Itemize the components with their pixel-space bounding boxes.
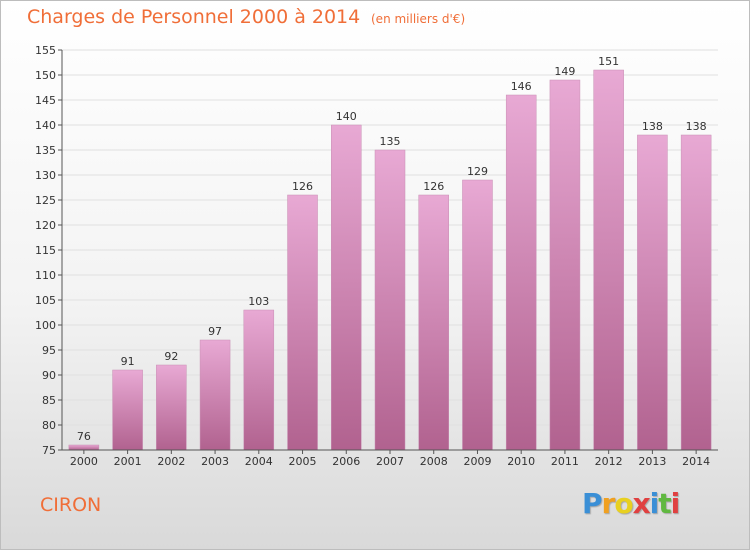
city-name: CIRON xyxy=(40,494,102,516)
bar-2002 xyxy=(156,364,187,451)
y-tick-label: 125 xyxy=(35,194,56,207)
x-tick-label: 2010 xyxy=(507,455,535,468)
x-tick-label: 2009 xyxy=(463,455,491,468)
bar-2008 xyxy=(418,194,449,451)
bar-2011 xyxy=(549,79,581,451)
y-tick-label: 110 xyxy=(35,269,56,282)
chart-title: Charges de Personnel 2000 à 2014 xyxy=(27,6,361,28)
bar-2007 xyxy=(374,149,406,451)
x-tick-label: 2008 xyxy=(420,455,448,468)
y-tick-label: 100 xyxy=(35,319,56,332)
data-label: 140 xyxy=(336,110,357,123)
y-tick-label: 80 xyxy=(42,419,56,432)
data-label: 129 xyxy=(467,165,488,178)
x-tick-label: 2006 xyxy=(332,455,360,468)
y-tick-label: 155 xyxy=(35,44,56,57)
y-tick-label: 95 xyxy=(42,344,56,357)
y-tick-label: 130 xyxy=(35,169,56,182)
x-tick-label: 2007 xyxy=(376,455,404,468)
logo-letter: i xyxy=(649,487,660,520)
data-label: 92 xyxy=(164,350,178,363)
bar-2013 xyxy=(637,134,668,451)
y-tick-label: 75 xyxy=(42,444,56,457)
y-tick-label: 115 xyxy=(35,244,56,257)
x-tick-label: 2000 xyxy=(70,455,98,468)
data-label: 91 xyxy=(121,355,135,368)
x-tick-label: 2001 xyxy=(114,455,142,468)
bar-2006 xyxy=(331,124,362,451)
bar-2014 xyxy=(680,134,712,451)
logo-letter: r xyxy=(601,487,616,520)
logo-letter: i xyxy=(670,487,681,520)
y-tick-label: 90 xyxy=(42,369,56,382)
x-tick-label: 2002 xyxy=(157,455,185,468)
data-label: 138 xyxy=(642,120,663,133)
bar-2004 xyxy=(243,309,275,451)
data-label: 149 xyxy=(554,65,575,78)
data-label: 135 xyxy=(380,135,401,148)
y-tick-label: 145 xyxy=(35,94,56,107)
logo-letter: x xyxy=(632,487,651,520)
y-tick-label: 140 xyxy=(35,119,56,132)
logo-letter: t xyxy=(658,487,671,520)
bar-2009 xyxy=(462,179,493,451)
y-tick-label: 135 xyxy=(35,144,56,157)
y-tick-label: 120 xyxy=(35,219,56,232)
bar-2012 xyxy=(593,69,624,451)
data-label: 146 xyxy=(511,80,532,93)
y-tick-label: 150 xyxy=(35,69,56,82)
bar-2001 xyxy=(112,369,143,451)
logo-letter: o xyxy=(614,487,633,520)
y-tick-label: 105 xyxy=(35,294,56,307)
data-label: 126 xyxy=(292,180,313,193)
data-label: 138 xyxy=(686,120,707,133)
chart-subtitle: (en milliers d'€) xyxy=(371,12,466,26)
x-tick-label: 2012 xyxy=(595,455,623,468)
bar-2010 xyxy=(505,94,537,451)
y-tick-label: 85 xyxy=(42,394,56,407)
x-tick-label: 2004 xyxy=(245,455,273,468)
bar-2005 xyxy=(287,194,318,451)
logo-letter: P xyxy=(582,487,603,520)
x-tick-label: 2003 xyxy=(201,455,229,468)
data-label: 151 xyxy=(598,55,619,68)
data-label: 126 xyxy=(423,180,444,193)
x-tick-label: 2011 xyxy=(551,455,579,468)
bar-2000 xyxy=(68,444,100,451)
x-tick-label: 2013 xyxy=(638,455,666,468)
x-tick-label: 2005 xyxy=(289,455,317,468)
x-tick-label: 2014 xyxy=(682,455,710,468)
data-label: 103 xyxy=(248,295,269,308)
proxiti-logo: Proxiti xyxy=(582,487,681,520)
bar-2003 xyxy=(199,339,231,451)
data-label: 97 xyxy=(208,325,222,338)
data-label: 76 xyxy=(77,430,91,443)
